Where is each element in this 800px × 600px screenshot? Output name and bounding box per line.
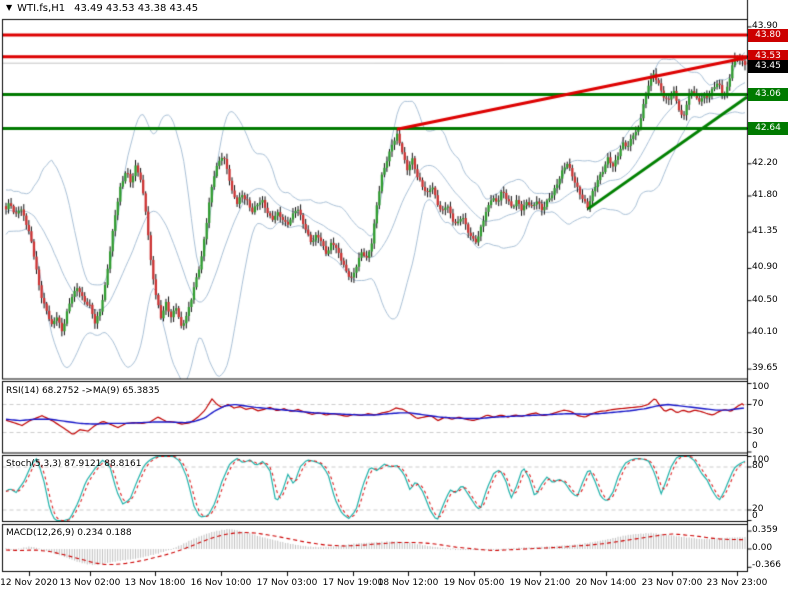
chart-window: ▼ WTI.fs,H1 43.49 43.53 43.38 43.45 RSI(14…: [0, 0, 800, 600]
price-chart-canvas[interactable]: [0, 0, 800, 600]
